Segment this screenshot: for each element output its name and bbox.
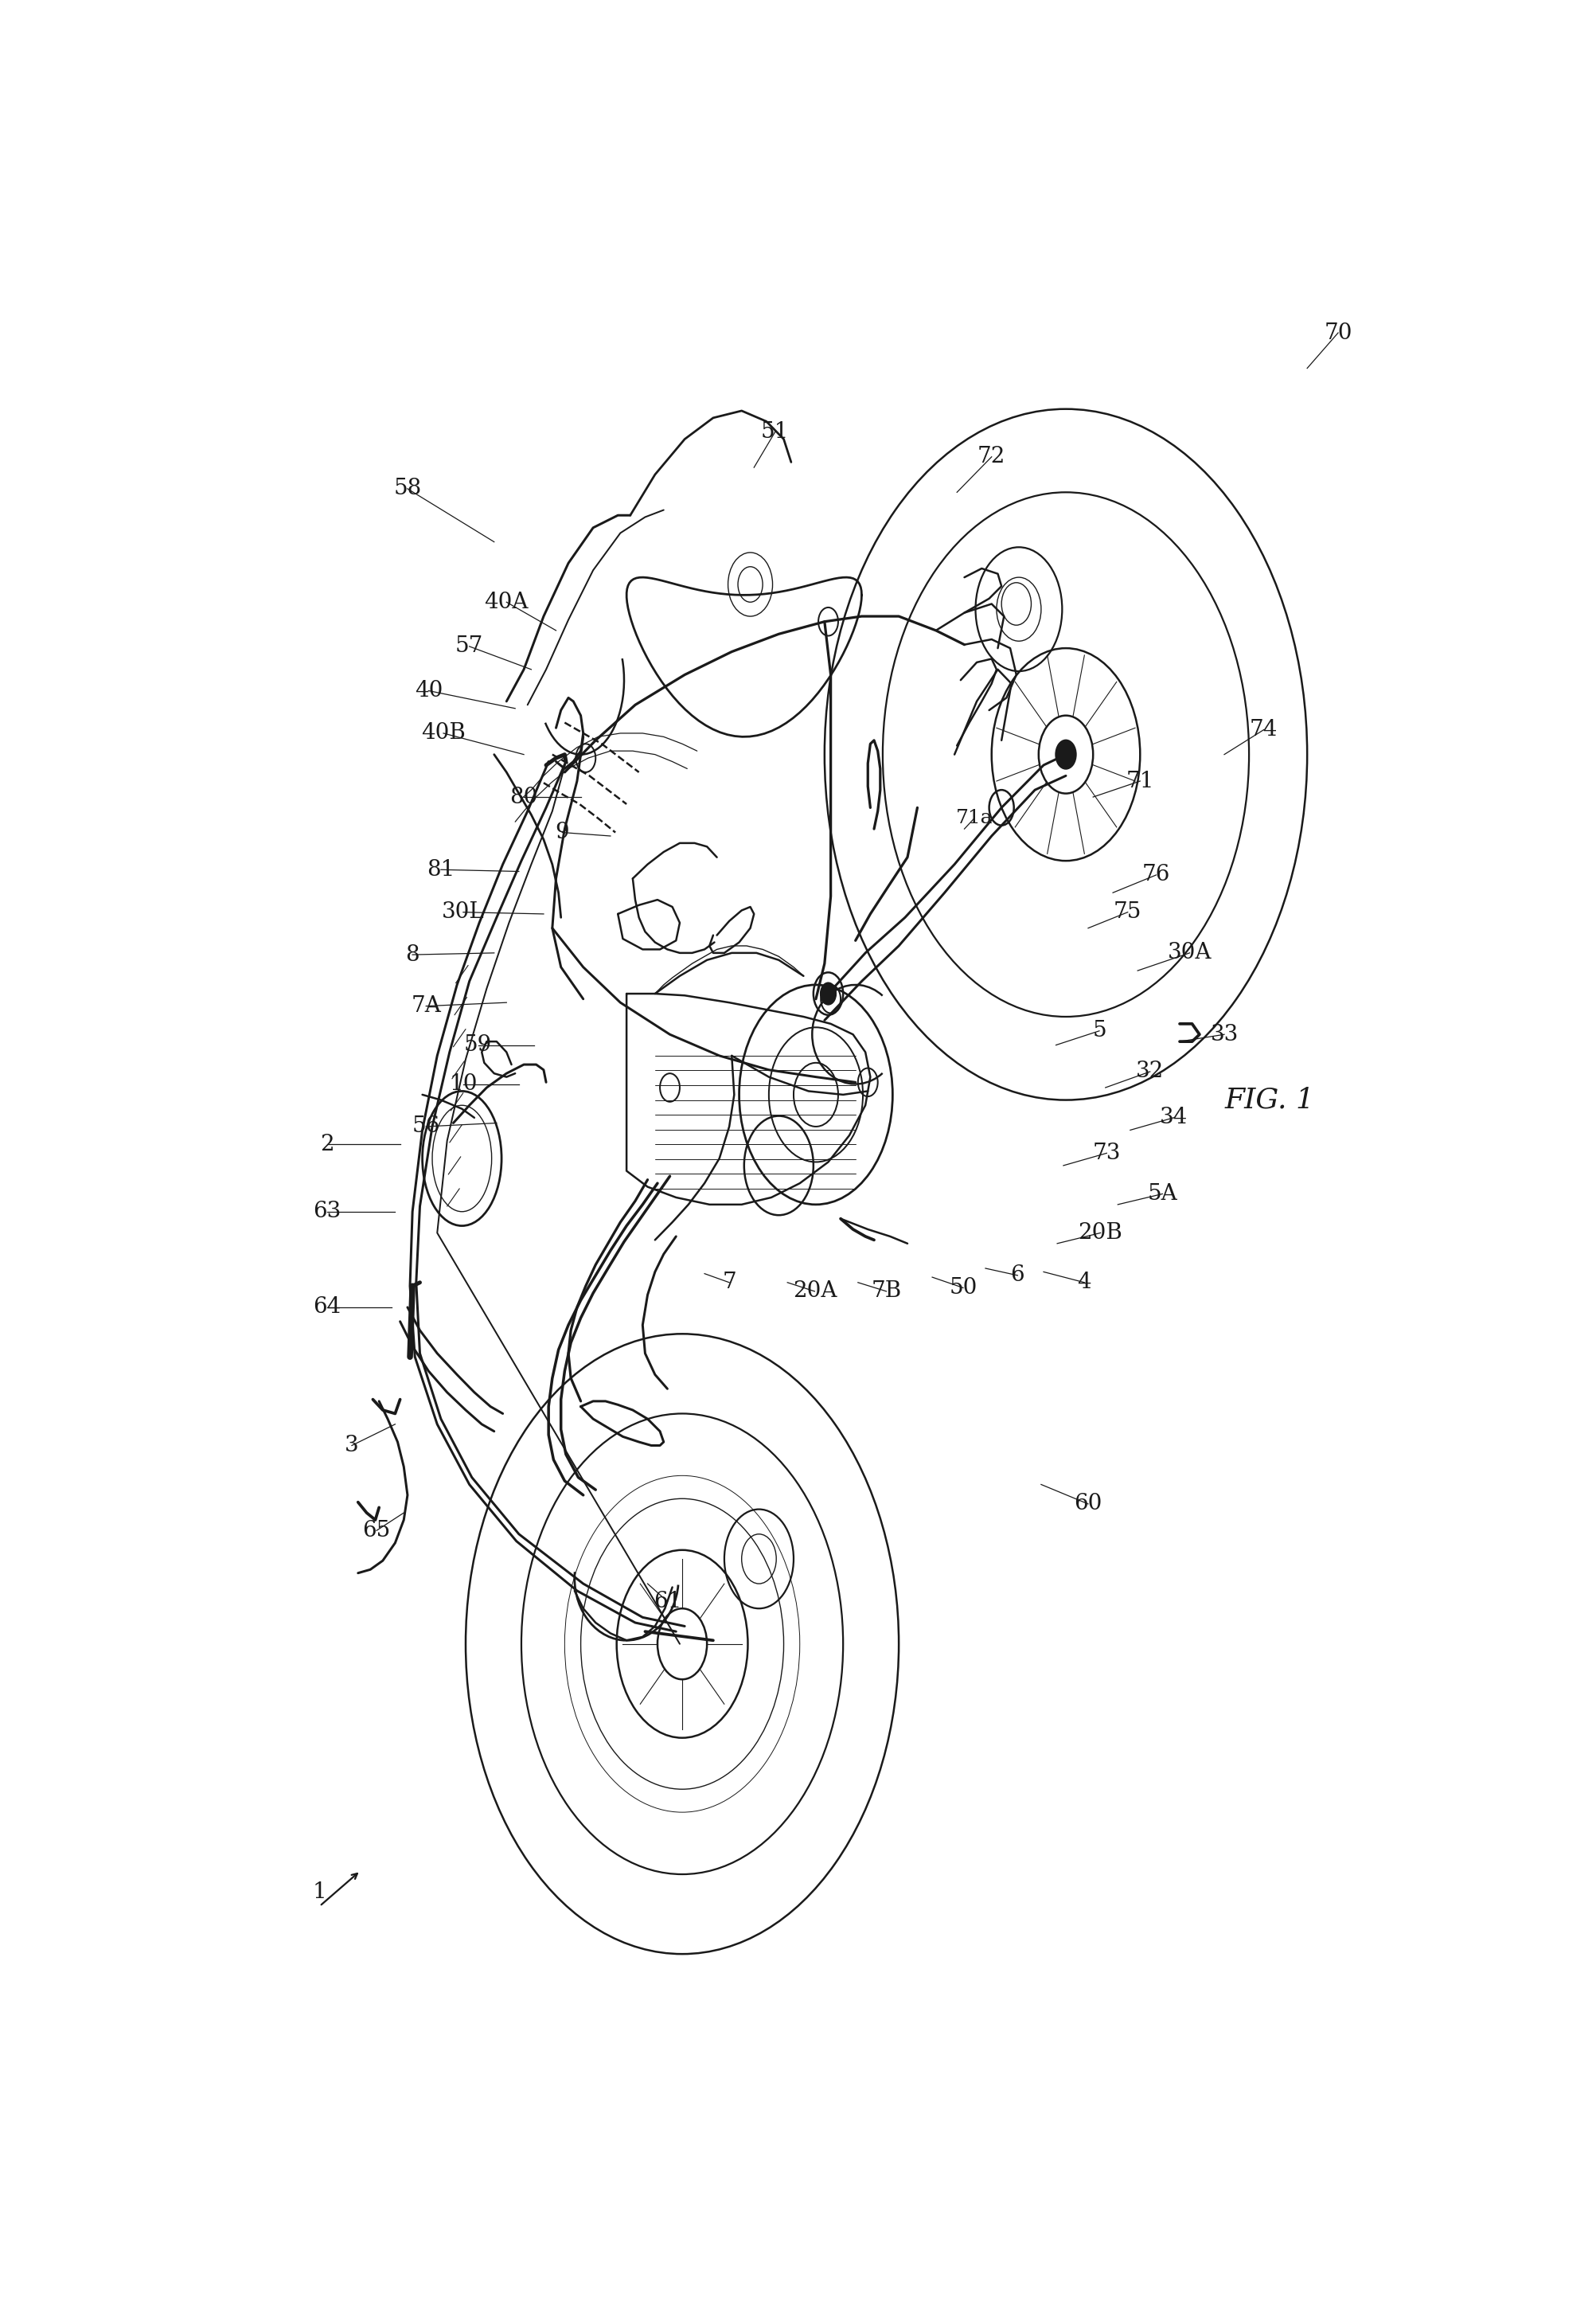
Text: 1: 1: [313, 1882, 327, 1903]
Text: 20A: 20A: [792, 1282, 836, 1302]
Text: 74: 74: [1250, 718, 1277, 741]
Text: 5A: 5A: [1148, 1183, 1176, 1206]
Text: 4: 4: [1077, 1272, 1092, 1293]
Text: 81: 81: [426, 858, 455, 881]
Text: 73: 73: [1092, 1141, 1120, 1164]
Text: 50: 50: [948, 1277, 977, 1298]
Text: 40: 40: [415, 681, 442, 702]
Text: 58: 58: [393, 479, 421, 499]
Text: 56: 56: [412, 1116, 440, 1137]
Text: 71a: 71a: [956, 810, 993, 828]
Text: 40A: 40A: [484, 591, 528, 612]
Text: 71: 71: [1125, 771, 1154, 792]
Text: 20B: 20B: [1077, 1222, 1122, 1243]
Text: 51: 51: [761, 421, 788, 442]
Text: 59: 59: [464, 1035, 492, 1056]
Circle shape: [820, 983, 835, 1003]
Text: 8: 8: [405, 943, 420, 966]
Circle shape: [1055, 741, 1076, 769]
Text: 57: 57: [455, 635, 484, 658]
Text: 5: 5: [1092, 1019, 1106, 1042]
Text: 7B: 7B: [871, 1282, 902, 1302]
Text: 63: 63: [313, 1201, 342, 1222]
Text: 7A: 7A: [410, 996, 440, 1017]
Text: 2: 2: [319, 1134, 334, 1155]
Text: 3: 3: [345, 1436, 359, 1457]
Text: 64: 64: [313, 1295, 342, 1318]
Text: 70: 70: [1323, 322, 1352, 343]
Text: 76: 76: [1141, 865, 1170, 886]
Text: 30A: 30A: [1167, 941, 1211, 964]
Text: FIG. 1: FIG. 1: [1224, 1086, 1315, 1114]
Text: 40B: 40B: [421, 723, 466, 743]
Text: 60: 60: [1074, 1493, 1101, 1514]
Text: 30L: 30L: [442, 902, 484, 923]
Text: 32: 32: [1135, 1061, 1163, 1081]
Text: 72: 72: [977, 446, 1005, 467]
Text: 33: 33: [1210, 1024, 1237, 1045]
Text: 75: 75: [1112, 902, 1141, 923]
Text: 9: 9: [555, 821, 568, 842]
Text: 7: 7: [721, 1272, 736, 1293]
Text: 65: 65: [362, 1519, 391, 1542]
Text: 61: 61: [653, 1590, 681, 1613]
Text: 10: 10: [448, 1072, 477, 1095]
Text: 80: 80: [509, 787, 538, 808]
Text: 34: 34: [1159, 1107, 1187, 1127]
Text: 6: 6: [1010, 1266, 1025, 1286]
